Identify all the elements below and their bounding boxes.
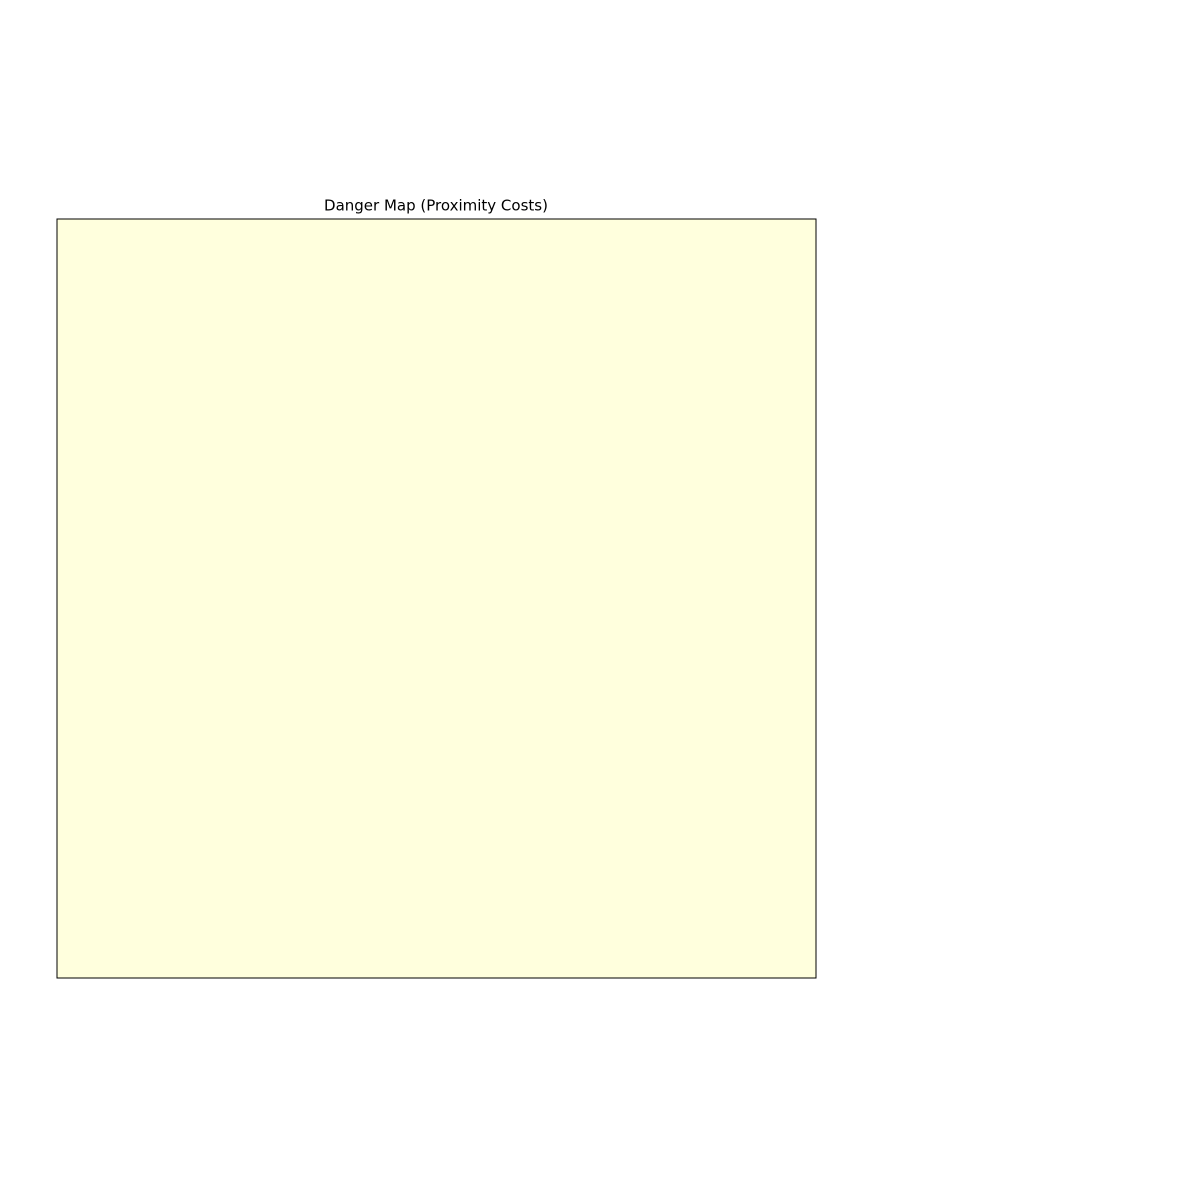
- plot-frame: [56, 218, 817, 979]
- plot-area: [57, 219, 816, 978]
- chart-title: Danger Map (Proximity Costs): [324, 197, 548, 215]
